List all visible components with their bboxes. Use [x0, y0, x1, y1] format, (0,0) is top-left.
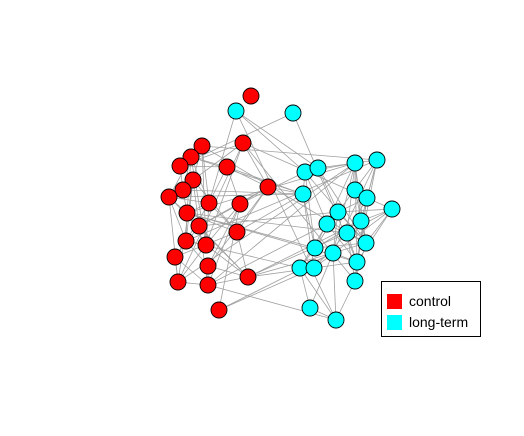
node-control	[193, 137, 211, 155]
node-control	[234, 134, 252, 152]
legend-label-long-term: long-term	[409, 314, 469, 330]
node-control	[160, 188, 178, 206]
node-control	[259, 178, 277, 196]
node-long-term	[346, 181, 364, 199]
network-edge	[201, 145, 378, 161]
node-control	[231, 195, 249, 213]
network-edge	[337, 208, 393, 213]
network-edge	[205, 142, 244, 246]
legend-swatch-long-term	[387, 314, 402, 330]
node-long-term	[329, 203, 347, 221]
node-control	[178, 204, 196, 222]
node-control	[184, 171, 202, 189]
network-edge	[207, 162, 356, 286]
node-long-term	[346, 154, 364, 172]
node-long-term	[368, 151, 386, 169]
network-edge	[186, 212, 238, 233]
node-control	[242, 87, 260, 105]
network-edge	[192, 142, 244, 181]
legend-label-control: control	[409, 293, 452, 309]
network-edge	[304, 171, 316, 249]
network-edge	[235, 110, 319, 169]
network-edge	[207, 203, 241, 267]
network-edge	[235, 110, 306, 173]
legend-swatch-control	[387, 293, 402, 309]
network-edge	[346, 208, 393, 234]
node-long-term	[294, 185, 312, 203]
node-control	[239, 268, 257, 286]
network-edge	[177, 179, 194, 283]
network-edge	[182, 189, 304, 195]
node-long-term	[306, 239, 324, 257]
network-edge	[168, 193, 304, 198]
network-edge	[247, 252, 334, 278]
node-control	[228, 223, 246, 241]
network-edge	[198, 225, 209, 286]
network-nodes	[160, 87, 401, 329]
network-edge	[218, 203, 241, 311]
node-control	[169, 273, 187, 291]
network-edge	[314, 220, 362, 249]
network-edge	[205, 203, 241, 246]
node-control	[200, 194, 218, 212]
network-edge	[302, 193, 316, 249]
network-edge	[332, 252, 337, 321]
node-long-term	[338, 224, 356, 242]
network-edge	[207, 223, 328, 286]
legend-item-control: control	[387, 292, 451, 310]
node-control	[197, 236, 215, 254]
node-control	[174, 181, 192, 199]
node-long-term	[318, 215, 336, 233]
network-edge	[236, 193, 304, 233]
node-long-term	[346, 272, 364, 290]
network-edge	[208, 110, 237, 204]
node-long-term	[309, 159, 327, 177]
node-control	[218, 158, 236, 176]
network-edge	[198, 211, 339, 227]
node-control	[199, 257, 217, 275]
node-control	[171, 157, 189, 175]
node-long-term	[383, 200, 401, 218]
node-long-term	[284, 104, 302, 122]
node-control	[182, 148, 200, 166]
network-edge	[186, 212, 348, 234]
node-long-term	[301, 299, 319, 317]
network-edge	[299, 267, 337, 321]
network-edge	[190, 156, 304, 195]
network-edge	[304, 171, 328, 225]
network-edge	[247, 232, 348, 278]
node-control	[210, 301, 228, 319]
network-edge	[207, 284, 337, 321]
node-long-term	[348, 253, 366, 271]
legend-item-long-term: long-term	[387, 313, 468, 331]
network-edge	[309, 252, 334, 309]
legend: control long-term	[381, 281, 481, 337]
network-edge	[205, 244, 249, 278]
node-control	[177, 232, 195, 250]
network-edge	[314, 242, 367, 249]
node-long-term	[357, 234, 375, 252]
node-long-term	[327, 311, 345, 329]
node-control	[199, 276, 217, 294]
node-long-term	[358, 189, 376, 207]
node-long-term	[324, 244, 342, 262]
node-long-term	[305, 259, 323, 277]
node-long-term	[227, 102, 245, 120]
node-long-term	[352, 212, 370, 230]
network-edge	[185, 159, 378, 242]
node-control	[190, 217, 208, 235]
node-control	[166, 248, 184, 266]
